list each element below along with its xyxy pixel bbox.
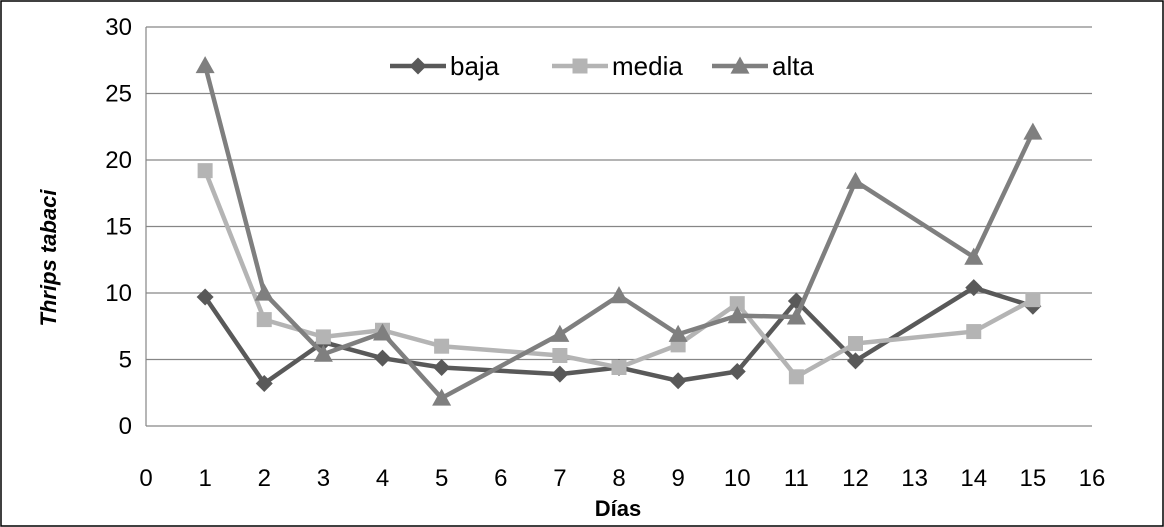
legend: baja media alta — [390, 51, 814, 81]
data-point-alta-4 — [373, 323, 392, 341]
legend-item-media: media — [552, 51, 683, 81]
x-tick-label-13: 13 — [901, 465, 928, 492]
data-point-baja-1 — [196, 288, 214, 306]
x-tick-label-14: 14 — [960, 465, 987, 492]
x-tick-label-16: 16 — [1079, 465, 1106, 492]
series-media — [197, 163, 1041, 385]
data-point-alta-14 — [964, 247, 984, 265]
legend-label-media: media — [612, 51, 683, 81]
y-tick-label-0: 0 — [119, 413, 132, 440]
y-axis-title: Thrips tabaci — [36, 189, 61, 327]
y-tick-label-5: 5 — [119, 347, 132, 374]
legend-marker-media — [572, 58, 588, 74]
data-point-media-8 — [611, 359, 627, 375]
data-point-baja-4 — [374, 349, 391, 367]
data-point-media-11 — [788, 369, 804, 385]
x-tick-label-9: 9 — [671, 465, 684, 492]
x-tick-label-12: 12 — [842, 465, 869, 492]
x-tick-label-15: 15 — [1020, 465, 1047, 492]
data-point-alta-15 — [1023, 122, 1043, 140]
x-tick-label-3: 3 — [317, 465, 330, 492]
data-point-alta-9 — [668, 324, 688, 342]
data-point-media-2 — [256, 312, 272, 328]
data-point-baja-7 — [551, 365, 569, 383]
data-point-media-14 — [966, 324, 982, 340]
gridlines — [146, 26, 1092, 361]
x-tick-label-10: 10 — [724, 465, 751, 492]
data-point-alta-8 — [609, 286, 629, 304]
x-tick-label-8: 8 — [612, 465, 625, 492]
x-axis-title: Días — [595, 496, 641, 521]
x-tick-label-4: 4 — [376, 465, 389, 492]
x-tick-label-5: 5 — [435, 465, 448, 492]
x-tick-label-1: 1 — [198, 465, 211, 492]
x-tick-label-11: 11 — [784, 465, 809, 492]
legend-item-baja: baja — [390, 51, 500, 81]
data-point-media-7 — [552, 348, 568, 364]
y-tick-label-15: 15 — [105, 214, 132, 241]
x-tick-label-6: 6 — [494, 465, 507, 492]
legend-label-alta: alta — [772, 51, 814, 81]
data-point-alta-3 — [313, 344, 333, 362]
x-tick-label-0: 0 — [139, 465, 152, 492]
data-point-media-10 — [729, 296, 745, 312]
data-point-media-3 — [315, 329, 331, 345]
y-tick-label-30: 30 — [105, 14, 132, 41]
data-point-alta-10 — [727, 306, 747, 324]
legend-label-baja: baja — [450, 51, 500, 81]
legend-marker-alta — [730, 56, 750, 74]
data-point-alta-1 — [195, 56, 215, 74]
data-point-media-5 — [434, 338, 450, 354]
y-tick-label-25: 25 — [105, 81, 132, 108]
data-point-media-1 — [197, 163, 213, 179]
data-point-baja-12 — [847, 352, 864, 370]
x-tick-label-7: 7 — [553, 465, 566, 492]
data-point-baja-14 — [965, 279, 983, 297]
y-tick-label-10: 10 — [105, 280, 132, 307]
data-point-media-12 — [848, 336, 863, 352]
legend-item-alta: alta — [712, 51, 814, 81]
data-point-baja-9 — [669, 372, 687, 390]
data-point-media-15 — [1025, 292, 1041, 308]
series-group — [195, 56, 1043, 406]
data-point-alta-11 — [786, 307, 806, 325]
data-point-alta-12 — [846, 171, 865, 189]
data-point-baja-2 — [255, 374, 273, 392]
x-tick-label-2: 2 — [258, 465, 271, 492]
y-tick-label-20: 20 — [105, 147, 132, 174]
data-point-alta-5 — [432, 388, 452, 406]
data-point-baja-10 — [728, 362, 746, 380]
data-point-alta-7 — [550, 324, 570, 342]
series-alta — [195, 56, 1043, 406]
data-point-baja-5 — [433, 358, 451, 376]
data-point-alta-2 — [254, 283, 274, 301]
legend-marker-baja — [409, 57, 427, 75]
